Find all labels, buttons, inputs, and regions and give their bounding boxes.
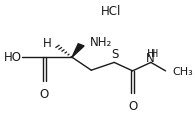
Text: NH₂: NH₂ <box>90 36 113 49</box>
Text: N: N <box>146 52 154 65</box>
Text: HCl: HCl <box>101 5 122 18</box>
Text: H: H <box>151 49 158 59</box>
Text: O: O <box>128 100 137 113</box>
Text: S: S <box>111 48 118 61</box>
Text: H: H <box>147 49 155 59</box>
Text: CH₃: CH₃ <box>172 67 193 77</box>
Text: H: H <box>43 37 51 50</box>
Text: HO: HO <box>4 51 22 64</box>
Polygon shape <box>72 44 84 57</box>
Text: O: O <box>40 88 49 101</box>
